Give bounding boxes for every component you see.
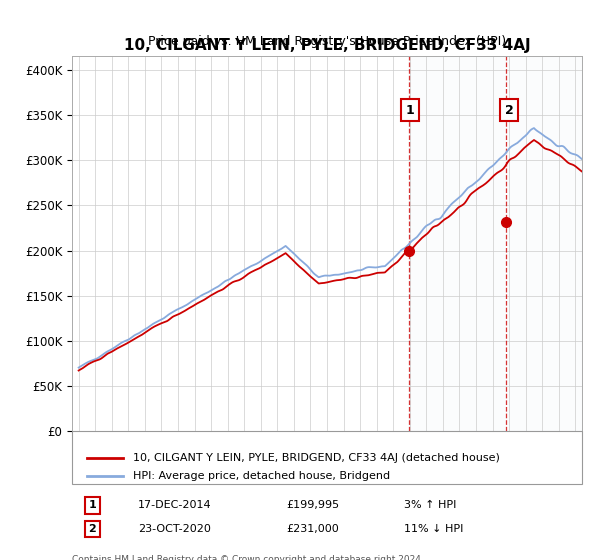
Text: £199,995: £199,995 bbox=[286, 501, 340, 510]
Text: £231,000: £231,000 bbox=[286, 524, 339, 534]
Text: Price paid vs. HM Land Registry's House Price Index (HPI): Price paid vs. HM Land Registry's House … bbox=[148, 35, 506, 48]
Text: 2: 2 bbox=[505, 104, 514, 117]
FancyBboxPatch shape bbox=[72, 431, 582, 484]
Text: 1: 1 bbox=[406, 104, 414, 117]
Text: Contains HM Land Registry data © Crown copyright and database right 2024.
This d: Contains HM Land Registry data © Crown c… bbox=[72, 554, 424, 560]
Text: 11% ↓ HPI: 11% ↓ HPI bbox=[404, 524, 463, 534]
Text: 23-OCT-2020: 23-OCT-2020 bbox=[139, 524, 211, 534]
Text: 10, CILGANT Y LEIN, PYLE, BRIDGEND, CF33 4AJ (detached house): 10, CILGANT Y LEIN, PYLE, BRIDGEND, CF33… bbox=[133, 454, 500, 464]
Text: 17-DEC-2014: 17-DEC-2014 bbox=[139, 501, 212, 510]
Text: 3% ↑ HPI: 3% ↑ HPI bbox=[404, 501, 456, 510]
Text: 2: 2 bbox=[89, 524, 96, 534]
Bar bbox=[409, 56, 582, 431]
Text: 1: 1 bbox=[89, 501, 96, 510]
Title: 10, CILGANT Y LEIN, PYLE, BRIDGEND, CF33 4AJ: 10, CILGANT Y LEIN, PYLE, BRIDGEND, CF33… bbox=[124, 39, 530, 53]
Text: HPI: Average price, detached house, Bridgend: HPI: Average price, detached house, Brid… bbox=[133, 471, 391, 481]
